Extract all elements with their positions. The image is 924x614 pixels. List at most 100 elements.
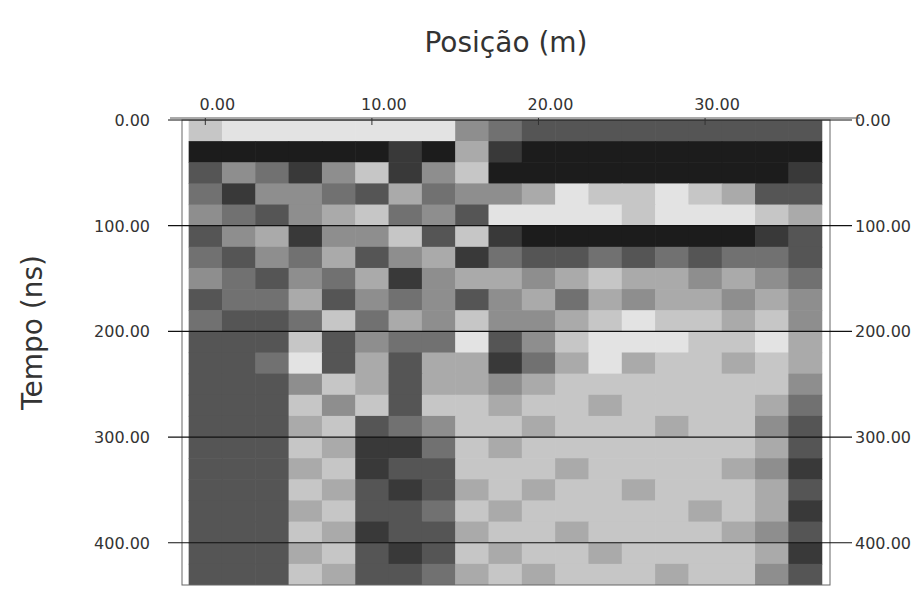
x-axis-title: Posição (m) — [424, 26, 587, 59]
cell — [722, 500, 756, 522]
cell — [489, 374, 523, 396]
cell — [722, 226, 756, 248]
cell — [522, 500, 556, 522]
cell — [622, 331, 656, 353]
cell — [588, 310, 622, 332]
cell — [489, 437, 523, 459]
cell — [422, 543, 456, 565]
cell — [622, 141, 656, 163]
cell — [522, 331, 556, 353]
y-tick-label-right: 100.00 — [855, 217, 911, 236]
cell — [755, 437, 789, 459]
cell — [422, 289, 456, 311]
cell — [355, 205, 389, 227]
cell — [755, 226, 789, 248]
cell — [389, 353, 423, 375]
cell — [289, 543, 323, 565]
cell — [255, 479, 289, 501]
cell — [788, 268, 822, 290]
cell — [289, 353, 323, 375]
cell — [389, 522, 423, 544]
cell — [688, 183, 722, 205]
cell — [455, 331, 489, 353]
x-tick — [705, 118, 706, 125]
y-tick-label: 0.00 — [114, 111, 150, 130]
cell — [255, 458, 289, 480]
cell — [389, 289, 423, 311]
cell — [555, 479, 589, 501]
cell — [255, 564, 289, 585]
cell — [389, 543, 423, 565]
cell — [755, 268, 789, 290]
cell — [389, 564, 423, 585]
cell — [255, 395, 289, 417]
cell — [455, 543, 489, 565]
cell — [289, 268, 323, 290]
cell — [189, 500, 223, 522]
cell — [189, 141, 223, 163]
cell — [688, 289, 722, 311]
cell — [422, 247, 456, 269]
cell — [688, 522, 722, 544]
cell — [255, 247, 289, 269]
cell — [555, 268, 589, 290]
cell — [489, 353, 523, 375]
cell — [655, 141, 689, 163]
cell — [255, 205, 289, 227]
cell — [289, 416, 323, 438]
y-tick-label: 100.00 — [94, 217, 150, 236]
cell — [355, 500, 389, 522]
cell — [555, 226, 589, 248]
cell — [322, 310, 356, 332]
plot-background — [182, 120, 830, 585]
cell — [522, 374, 556, 396]
cell — [189, 226, 223, 248]
cell — [355, 141, 389, 163]
cell — [655, 226, 689, 248]
cell — [189, 268, 223, 290]
cell — [555, 500, 589, 522]
x-tick-label: 0.00 — [200, 95, 236, 114]
cell — [222, 374, 256, 396]
cell — [755, 353, 789, 375]
cell — [289, 205, 323, 227]
cell — [322, 374, 356, 396]
cell — [222, 289, 256, 311]
cell — [622, 247, 656, 269]
cell — [522, 479, 556, 501]
y-tick-label-right: 300.00 — [855, 428, 911, 447]
cell — [389, 395, 423, 417]
cell — [489, 458, 523, 480]
cell — [422, 120, 456, 142]
cell — [389, 141, 423, 163]
cell — [189, 247, 223, 269]
cell — [522, 162, 556, 184]
cell — [588, 247, 622, 269]
cell — [622, 437, 656, 459]
cell — [355, 543, 389, 565]
cell — [655, 205, 689, 227]
cell — [422, 395, 456, 417]
cell — [588, 205, 622, 227]
cell — [222, 268, 256, 290]
cell — [722, 543, 756, 565]
cell — [489, 522, 523, 544]
cell — [222, 543, 256, 565]
cell — [222, 458, 256, 480]
cell — [555, 162, 589, 184]
cell — [255, 500, 289, 522]
cell — [555, 310, 589, 332]
cell — [389, 416, 423, 438]
cell — [455, 458, 489, 480]
y-tick-label-right: 200.00 — [855, 322, 911, 341]
cell — [755, 183, 789, 205]
grid-line — [168, 436, 852, 437]
cell — [255, 141, 289, 163]
y-tick-label-right: 400.00 — [855, 534, 911, 553]
x-tick — [205, 118, 206, 125]
cell — [355, 226, 389, 248]
cell — [255, 416, 289, 438]
cell — [222, 310, 256, 332]
y-tick-label: 400.00 — [94, 534, 150, 553]
cell — [489, 500, 523, 522]
